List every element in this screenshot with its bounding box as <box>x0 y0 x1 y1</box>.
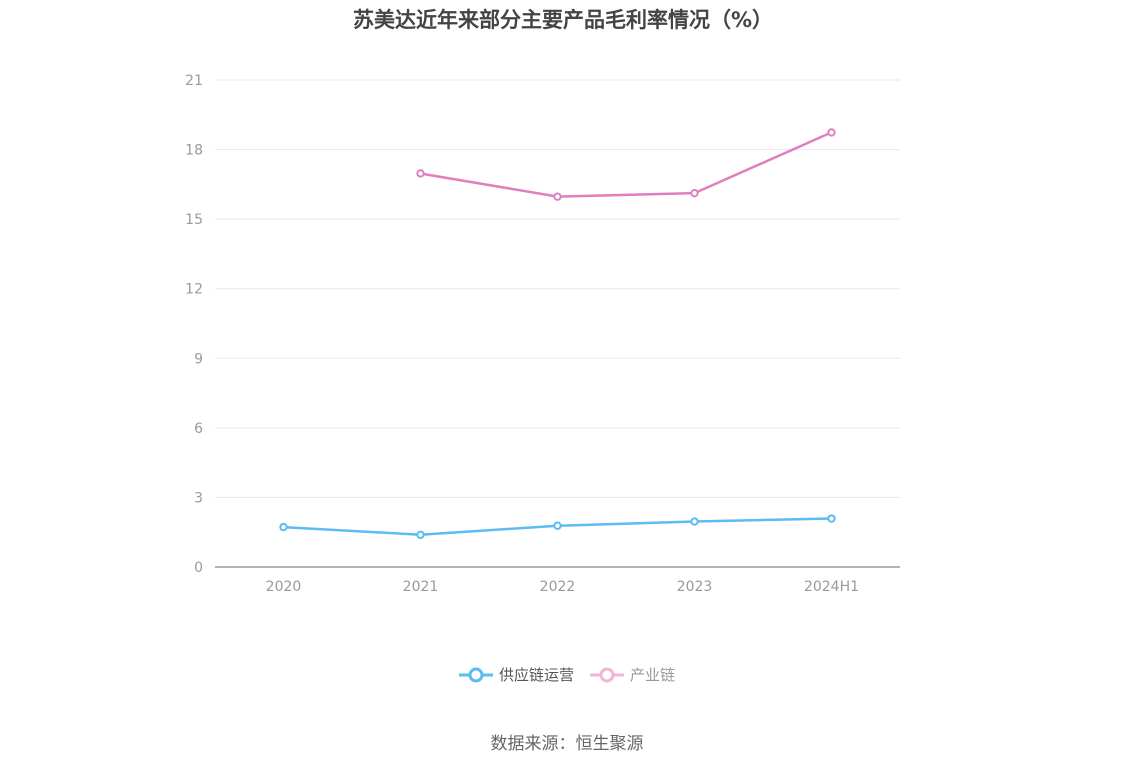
data-point[interactable] <box>416 530 425 539</box>
legend-label: 供应链运营 <box>498 666 574 684</box>
y-tick-label: 0 <box>194 560 203 576</box>
x-tick-label: 2020 <box>266 579 302 595</box>
chart-title: 苏美达近年来部分主要产品毛利率情况（%） <box>352 8 774 32</box>
x-tick-label: 2023 <box>677 579 713 595</box>
legend: 供应链运营 产业链 <box>0 664 1134 685</box>
y-tick-label: 18 <box>185 143 203 159</box>
legend-label: 产业链 <box>630 666 676 684</box>
x-tick-label: 2024H1 <box>804 579 859 595</box>
legend-item-supply-chain[interactable]: 供应链运营 <box>458 664 574 685</box>
y-tick-label: 9 <box>194 351 203 367</box>
data-point[interactable] <box>279 522 288 532</box>
y-tick-label: 21 <box>185 73 203 89</box>
x-tick-label: 2021 <box>403 579 439 595</box>
data-point[interactable] <box>553 521 562 530</box>
data-point[interactable] <box>690 517 699 526</box>
circle-line-icon <box>458 667 493 682</box>
circle-line-icon <box>590 667 624 682</box>
y-tick-label: 3 <box>194 490 203 506</box>
y-tick-label: 15 <box>185 212 203 228</box>
y-tick-label: 12 <box>185 282 203 298</box>
y-tick-label: 6 <box>194 421 203 437</box>
data-point[interactable] <box>416 169 425 178</box>
data-point[interactable] <box>827 514 836 523</box>
legend-item-industry-chain[interactable]: 产业链 <box>590 664 675 685</box>
data-point[interactable] <box>553 192 562 201</box>
data-source: 数据来源：恒生聚源 <box>490 734 644 754</box>
data-point[interactable] <box>690 188 699 198</box>
series-line-1 <box>420 131 833 198</box>
x-tick-label: 2022 <box>540 579 576 595</box>
data-point[interactable] <box>827 128 836 137</box>
